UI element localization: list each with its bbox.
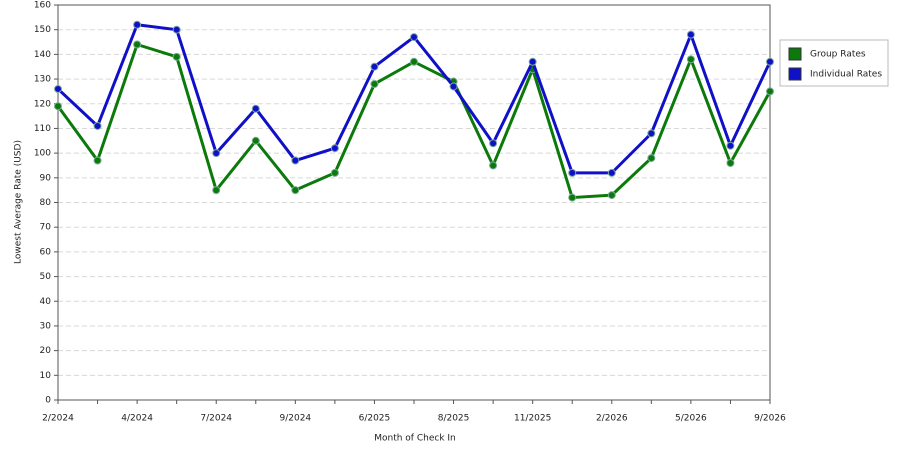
x-axis-label: Month of Check In (374, 434, 456, 444)
data-point (568, 193, 577, 202)
legend-swatch (788, 47, 802, 61)
data-point (410, 33, 418, 42)
data-point (93, 121, 102, 130)
data-point (212, 149, 221, 158)
x-tick-label: 2/2024 (42, 414, 74, 424)
data-point (291, 186, 300, 195)
y-tick-label: 150 (34, 25, 51, 35)
y-tick-label: 40 (40, 297, 52, 307)
data-point (172, 25, 181, 34)
data-point (647, 154, 656, 163)
data-point (686, 55, 695, 64)
x-tick-label: 5/2026 (675, 414, 707, 424)
data-point (726, 141, 735, 150)
y-tick-label: 90 (40, 173, 52, 183)
x-tick-label: 7/2024 (200, 414, 232, 424)
data-point (330, 168, 339, 177)
legend-label: Individual Rates (810, 70, 882, 80)
y-axis-label: Lowest Average Rate (USD) (14, 140, 24, 264)
data-point (528, 57, 537, 66)
legend-swatch (788, 67, 802, 81)
legend-label: Group Rates (810, 50, 866, 60)
data-point (251, 104, 260, 113)
y-tick-label: 10 (40, 371, 52, 381)
data-point (489, 161, 498, 170)
y-tick-label: 100 (34, 149, 51, 159)
y-tick-label: 160 (34, 1, 51, 11)
y-tick-label: 70 (40, 223, 52, 233)
x-tick-label: 4/2024 (121, 414, 153, 424)
data-point (370, 62, 379, 71)
data-point (370, 80, 379, 88)
y-tick-label: 110 (34, 124, 51, 134)
data-point (133, 20, 142, 29)
series-line (56, 23, 772, 175)
data-point (251, 136, 260, 145)
y-tick-label: 60 (40, 247, 52, 257)
data-point (726, 159, 735, 167)
y-tick-label: 20 (40, 346, 52, 356)
y-tick-label: 0 (45, 396, 51, 406)
y-tick-label: 50 (40, 272, 52, 282)
data-point (647, 129, 656, 138)
data-point (686, 30, 695, 39)
data-point (212, 186, 221, 195)
data-point (291, 156, 300, 165)
data-point (172, 52, 181, 61)
data-point (54, 102, 62, 111)
x-tick-label: 2/2026 (596, 414, 628, 424)
data-point (766, 87, 774, 96)
data-point (133, 40, 142, 49)
y-tick-label: 80 (40, 198, 52, 208)
x-tick-label: 11/2025 (514, 414, 551, 424)
x-tick-label: 9/2026 (754, 414, 786, 424)
y-tick-label: 30 (40, 321, 52, 331)
data-point (607, 168, 616, 177)
x-tick-label: 9/2024 (279, 414, 311, 424)
x-tick-label: 8/2025 (438, 414, 470, 424)
data-point (449, 82, 458, 91)
x-tick-label: 6/2025 (359, 414, 391, 424)
data-point (766, 57, 774, 66)
data-point (489, 139, 498, 148)
data-point (568, 168, 577, 177)
series-line (56, 43, 772, 200)
y-tick-label: 130 (34, 75, 51, 85)
data-point (54, 84, 62, 93)
data-point (330, 144, 339, 153)
data-point (410, 57, 418, 66)
data-point (607, 191, 616, 200)
y-tick-label: 120 (34, 99, 51, 109)
y-tick-label: 140 (34, 50, 51, 60)
data-point (93, 156, 102, 165)
legend: Group Rates Individual Rates (779, 39, 889, 87)
